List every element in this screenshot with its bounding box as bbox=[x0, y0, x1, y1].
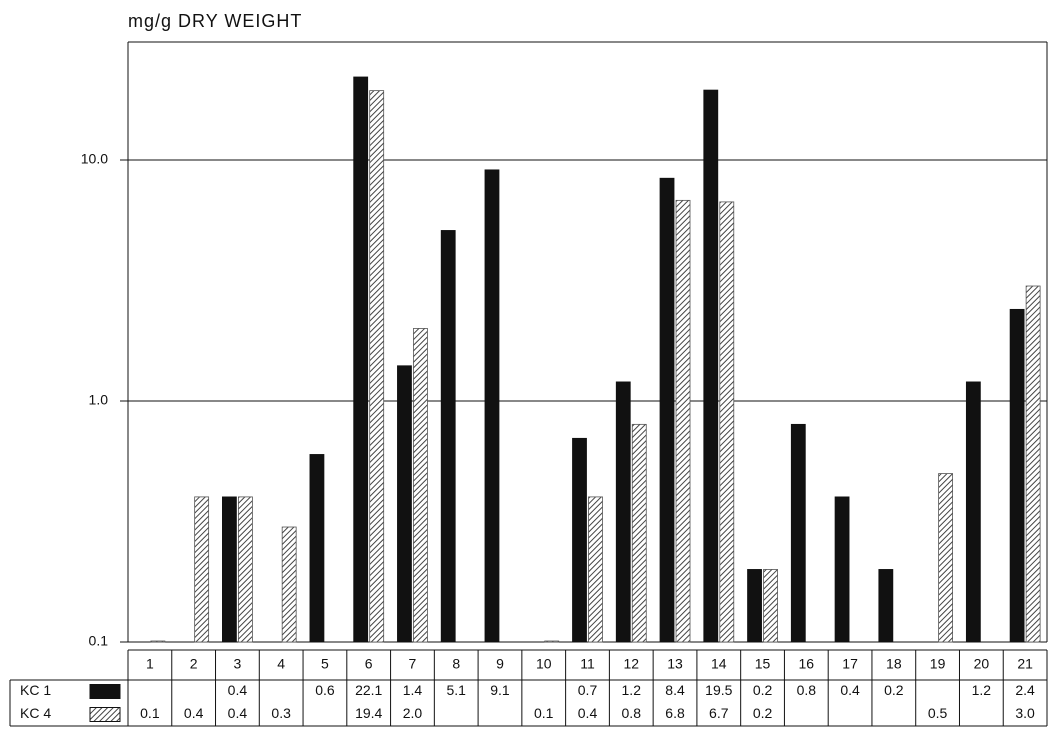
y-tick-label: 0.1 bbox=[89, 633, 109, 649]
x-tick-label: 16 bbox=[799, 656, 815, 672]
bar bbox=[1009, 308, 1025, 643]
bar bbox=[659, 177, 675, 643]
data-label: 6.8 bbox=[665, 705, 685, 721]
legend-label: KC 4 bbox=[20, 705, 51, 721]
data-label: 0.4 bbox=[840, 682, 860, 698]
data-label: 22.1 bbox=[355, 682, 382, 698]
y-tick-label: 1.0 bbox=[89, 392, 109, 408]
x-tick-label: 6 bbox=[365, 656, 373, 672]
x-tick-label: 7 bbox=[409, 656, 417, 672]
x-tick-label: 10 bbox=[536, 656, 552, 672]
x-tick-label: 8 bbox=[452, 656, 460, 672]
data-label: 19.5 bbox=[705, 682, 732, 698]
data-label: 2.0 bbox=[403, 705, 423, 721]
data-label: 0.8 bbox=[797, 682, 817, 698]
bar bbox=[397, 365, 412, 643]
data-label: 1.4 bbox=[403, 682, 423, 698]
x-tick-label: 14 bbox=[711, 656, 727, 672]
bar bbox=[281, 526, 297, 643]
bar bbox=[790, 423, 806, 643]
bar bbox=[631, 423, 647, 643]
data-label: 19.4 bbox=[355, 705, 382, 721]
x-tick-label: 17 bbox=[842, 656, 858, 672]
data-label: 0.4 bbox=[228, 705, 248, 721]
data-label: 8.4 bbox=[665, 682, 685, 698]
x-tick-label: 2 bbox=[190, 656, 198, 672]
x-tick-label: 1 bbox=[146, 656, 154, 672]
bar bbox=[763, 569, 778, 643]
bar bbox=[615, 381, 631, 643]
legend-label: KC 1 bbox=[20, 682, 51, 698]
x-tick-label: 18 bbox=[886, 656, 902, 672]
bar bbox=[544, 640, 560, 643]
bar bbox=[588, 496, 603, 643]
legend-swatch bbox=[89, 707, 121, 722]
x-tick-label: 20 bbox=[974, 656, 990, 672]
x-tick-label: 12 bbox=[623, 656, 639, 672]
bar bbox=[484, 169, 500, 643]
data-label: 1.2 bbox=[622, 682, 642, 698]
x-tick-label: 13 bbox=[667, 656, 683, 672]
data-label: 0.4 bbox=[184, 705, 204, 721]
bar bbox=[238, 496, 253, 643]
y-tick-label: 10.0 bbox=[81, 151, 108, 167]
data-label: 0.6 bbox=[315, 682, 335, 698]
bar bbox=[1025, 285, 1041, 643]
bar bbox=[747, 569, 762, 643]
data-label: 0.8 bbox=[622, 705, 642, 721]
bar bbox=[834, 496, 850, 643]
x-tick-label: 21 bbox=[1017, 656, 1033, 672]
data-label: 0.2 bbox=[753, 705, 773, 721]
x-tick-label: 15 bbox=[755, 656, 771, 672]
bar bbox=[719, 201, 735, 643]
bar bbox=[572, 437, 587, 643]
data-label: 0.4 bbox=[578, 705, 598, 721]
data-label: 0.2 bbox=[753, 682, 773, 698]
x-tick-label: 5 bbox=[321, 656, 329, 672]
data-label: 0.7 bbox=[578, 682, 598, 698]
x-tick-label: 19 bbox=[930, 656, 946, 672]
data-label: 0.1 bbox=[534, 705, 554, 721]
bar bbox=[675, 199, 691, 643]
data-label: 9.1 bbox=[490, 682, 510, 698]
bar bbox=[440, 230, 456, 643]
data-label: 0.1 bbox=[140, 705, 160, 721]
data-label: 3.0 bbox=[1015, 705, 1035, 721]
bar bbox=[222, 496, 237, 643]
data-label: 0.2 bbox=[884, 682, 904, 698]
bar bbox=[150, 640, 166, 643]
bar bbox=[194, 496, 210, 643]
y-axis-title: mg/g DRY WEIGHT bbox=[128, 11, 302, 31]
bar bbox=[413, 328, 428, 643]
bar bbox=[703, 89, 719, 643]
bar bbox=[965, 381, 981, 643]
legend-swatch bbox=[89, 684, 121, 699]
x-tick-label: 9 bbox=[496, 656, 504, 672]
data-label: 0.3 bbox=[271, 705, 291, 721]
data-label: 1.2 bbox=[972, 682, 992, 698]
data-label: 0.4 bbox=[228, 682, 248, 698]
bar bbox=[878, 569, 894, 643]
data-label: 6.7 bbox=[709, 705, 729, 721]
x-tick-label: 3 bbox=[234, 656, 242, 672]
bar bbox=[369, 90, 385, 643]
data-label: 0.5 bbox=[928, 705, 948, 721]
data-label: 5.1 bbox=[446, 682, 466, 698]
data-label: 2.4 bbox=[1015, 682, 1035, 698]
x-tick-label: 11 bbox=[580, 656, 595, 672]
bar bbox=[353, 76, 369, 643]
x-tick-label: 4 bbox=[277, 656, 285, 672]
bar bbox=[309, 454, 325, 643]
bar bbox=[938, 473, 953, 643]
